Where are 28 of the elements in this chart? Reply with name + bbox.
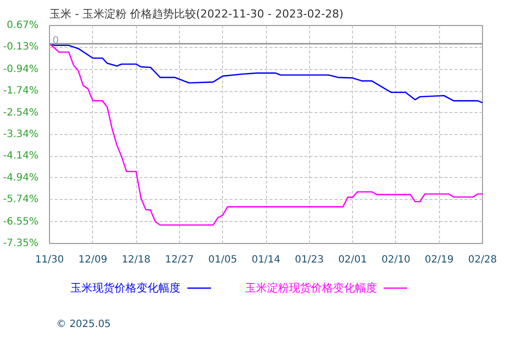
y-tick-label: 0.67% — [6, 20, 39, 31]
y-tick-label: -2.54% — [3, 107, 39, 118]
text: © 2025.05 — [56, 319, 111, 330]
y-tick-label: -0.13% — [3, 42, 39, 53]
y-tick-label: -7.35% — [3, 238, 39, 249]
x-tick-label: 01/14 — [252, 254, 280, 266]
x-tick-label: 12/18 — [122, 254, 151, 266]
x-tick-label: 11/30 — [35, 254, 64, 266]
y-tick-label: -0.94% — [3, 64, 39, 75]
x-tick-label: 02/19 — [424, 254, 454, 266]
x-tick-label: 02/01 — [338, 254, 368, 266]
y-tick-label: -4.14% — [3, 150, 39, 162]
x-tick-label: 02/10 — [381, 254, 410, 266]
line-series — [50, 43, 482, 104]
x-tick-label: 12/09 — [78, 254, 108, 266]
x-tick-label: 01/05 — [208, 254, 238, 266]
x-tick-label: 12/27 — [164, 254, 194, 266]
x-tick-label: 01/23 — [294, 254, 324, 266]
legend-label: 玉米现货价格变化幅度 — [70, 282, 181, 295]
y-tick-label: -6.55% — [3, 216, 39, 228]
line-series — [50, 43, 482, 226]
y-tick-label: -3.34% — [3, 129, 39, 140]
x-tick-label: 02/28 — [468, 254, 497, 266]
y-tick-label: -4.94% — [3, 172, 39, 184]
legend-label: 玉米淀粉现货价格变化幅度 — [244, 282, 377, 295]
y-tick-label: -1.74% — [3, 86, 39, 97]
chart-title: 玉米 - 玉米淀粉 价格趋势比较(2022-11-30 - 2023-02-28) — [50, 8, 344, 20]
y-tick-label: -5.74% — [3, 194, 39, 206]
